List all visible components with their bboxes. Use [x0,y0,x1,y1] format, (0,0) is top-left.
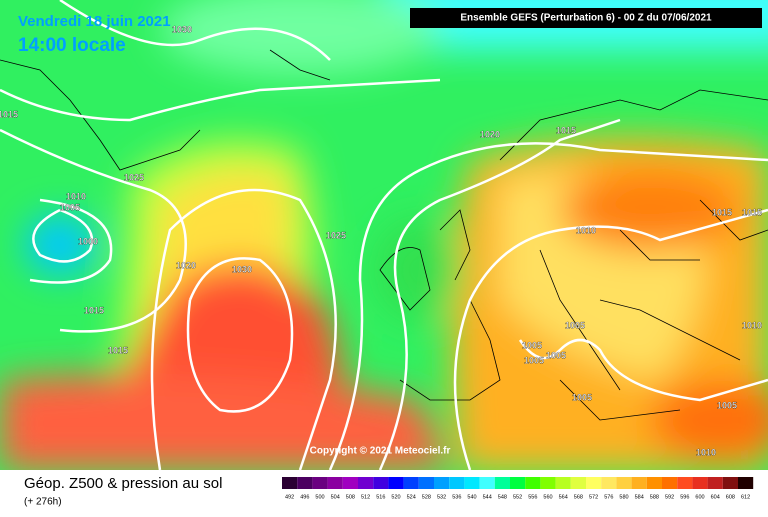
scale-label: 600 [695,494,704,500]
scale-swatch [373,477,389,489]
scale-label: 592 [665,494,674,500]
isobar-label: 1025 [124,172,144,182]
isobar-label: 1005 [565,320,585,330]
scale-label: 532 [437,494,446,500]
scale-swatch [464,477,480,489]
scale-label: 556 [528,494,537,500]
isobar-label: 1005 [60,202,80,212]
time-label: 14:00 locale [18,35,126,56]
scale-swatch [722,477,738,489]
scale-swatch [677,477,693,489]
scale-swatch [707,477,723,489]
scale-label: 596 [680,494,689,500]
scale-label: 500 [315,494,324,500]
isobar-label: 1000 [78,236,98,246]
isobar-label: 1005 [717,400,737,410]
scale-swatch [555,477,571,489]
scale-label: 544 [483,494,492,500]
scale-label: 604 [711,494,720,500]
scale-label: 536 [452,494,461,500]
isobar-label: 1025 [326,230,346,240]
isobar-label: 1010 [66,191,86,201]
scale-label: 508 [346,494,355,500]
isobar-label: 1005 [572,392,592,402]
run-box [410,8,762,28]
scale-label: 560 [543,494,552,500]
isobar-label: 1030 [232,264,252,274]
scale-swatch [662,477,678,489]
isobar-label: 1020 [480,129,500,139]
isobar-label: 1015 [556,125,576,135]
scale-label: 520 [391,494,400,500]
scale-label: 584 [635,494,644,500]
scale-label: 576 [604,494,613,500]
footer-title: Géop. Z500 & pression au sol [24,475,222,492]
isobar-label: 1015 [84,305,104,315]
scale-label: 552 [513,494,522,500]
scale-swatch [616,477,632,489]
scale-swatch [692,477,708,489]
scale-swatch [418,477,434,489]
scale-swatch [388,477,404,489]
scale-swatch [327,477,343,489]
scale-label: 548 [498,494,507,500]
scale-label: 516 [376,494,385,500]
date-label: Vendredi 18 juin 2021 [18,13,171,30]
scale-label: 608 [726,494,735,500]
scale-swatch [449,477,465,489]
scale-label: 492 [285,494,294,500]
scale-swatch [312,477,328,489]
scale-swatch [631,477,647,489]
scale-swatch [297,477,313,489]
scale-label: 572 [589,494,598,500]
isobar-label: 1015 [108,345,128,355]
scale-swatch [540,477,556,489]
scale-label: 540 [467,494,476,500]
scale-swatch [601,477,617,489]
scale-swatch [525,477,541,489]
scale-label: 512 [361,494,370,500]
isobar-label: 1005 [524,355,544,365]
isobar-label: 1005 [522,340,542,350]
scale-swatch [282,477,298,489]
scale-label: 588 [650,494,659,500]
run-label: Ensemble GEFS (Perturbation 6) - 00 Z du… [460,13,712,24]
scale-swatch [646,477,662,489]
isobar-label: 1010 [742,320,762,330]
isobars [0,0,768,471]
scale-swatch [434,477,450,489]
isobar-label: 1030 [172,24,192,34]
scale-swatch [342,477,358,489]
scale-label: 504 [331,494,340,500]
scale-label: 496 [300,494,309,500]
isobar-label: 1020 [176,260,196,270]
scale-swatch [510,477,526,489]
scale-swatch [358,477,374,489]
isobar-label: 1005 [546,350,566,360]
scale-label: 524 [407,494,416,500]
isobar-label: 1015 [742,207,762,217]
scale-label: 568 [574,494,583,500]
isobar-label: 1010 [696,447,716,457]
isobar-label: 1015 [712,207,732,217]
scale-label: 580 [619,494,628,500]
footer-lead: (+ 276h) [24,497,62,508]
copyright: Copyright © 2021 Meteociel.fr [310,446,451,457]
scale-swatch [738,477,754,489]
isobar-label: 1010 [576,225,596,235]
scale-label: 564 [559,494,568,500]
scale-swatch [586,477,602,489]
scale-swatch [403,477,419,489]
scale-label: 612 [741,494,750,500]
scale-swatch [494,477,510,489]
scale-swatch [570,477,586,489]
isobar-label: 1015 [0,109,18,119]
coastlines [0,49,768,421]
scale-swatch [479,477,495,489]
scale-label: 528 [422,494,431,500]
